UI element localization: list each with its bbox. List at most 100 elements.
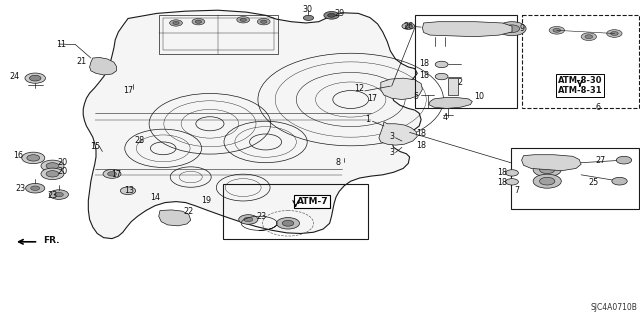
Text: 11: 11 xyxy=(56,40,66,48)
Circle shape xyxy=(25,73,45,83)
Circle shape xyxy=(237,17,250,23)
Text: 20: 20 xyxy=(58,158,68,167)
Bar xyxy=(159,15,278,54)
Text: 17: 17 xyxy=(111,170,122,179)
Circle shape xyxy=(46,163,59,169)
Text: 3: 3 xyxy=(389,132,394,141)
Text: SJC4A0710B: SJC4A0710B xyxy=(591,303,637,312)
Text: 10: 10 xyxy=(474,92,484,101)
Circle shape xyxy=(612,177,627,185)
Circle shape xyxy=(435,73,448,80)
Circle shape xyxy=(170,20,182,26)
Circle shape xyxy=(260,20,267,23)
Circle shape xyxy=(100,64,108,68)
Text: 6: 6 xyxy=(596,103,601,112)
Circle shape xyxy=(506,170,518,176)
Circle shape xyxy=(540,166,555,174)
Circle shape xyxy=(108,172,116,176)
Text: 9: 9 xyxy=(519,24,524,33)
Circle shape xyxy=(324,11,339,19)
Text: 2: 2 xyxy=(457,78,462,87)
Circle shape xyxy=(49,190,68,199)
Circle shape xyxy=(303,15,314,20)
Text: 18: 18 xyxy=(419,71,429,80)
Text: 22: 22 xyxy=(184,207,194,216)
Circle shape xyxy=(27,155,40,161)
Circle shape xyxy=(504,25,520,33)
Circle shape xyxy=(96,63,111,70)
Bar xyxy=(223,184,368,239)
Text: 14: 14 xyxy=(150,193,160,202)
Bar xyxy=(415,15,517,108)
Circle shape xyxy=(257,19,270,25)
Text: 15: 15 xyxy=(90,142,100,151)
Circle shape xyxy=(549,26,564,34)
Circle shape xyxy=(195,20,202,23)
Circle shape xyxy=(103,169,121,178)
Circle shape xyxy=(498,22,526,36)
Text: 12: 12 xyxy=(355,84,365,93)
Text: 21: 21 xyxy=(77,57,87,66)
Circle shape xyxy=(581,33,596,41)
Circle shape xyxy=(611,32,618,35)
Polygon shape xyxy=(159,210,191,226)
Circle shape xyxy=(402,23,415,29)
Text: 7: 7 xyxy=(515,186,520,195)
Circle shape xyxy=(585,35,593,39)
Text: 23: 23 xyxy=(256,212,266,221)
Polygon shape xyxy=(90,57,116,75)
Polygon shape xyxy=(381,78,422,100)
Circle shape xyxy=(244,217,253,222)
Polygon shape xyxy=(429,98,472,108)
Text: 24: 24 xyxy=(9,72,19,81)
Circle shape xyxy=(276,218,300,229)
Circle shape xyxy=(192,19,205,25)
Text: 18: 18 xyxy=(416,129,426,138)
Text: 8: 8 xyxy=(335,158,340,167)
Circle shape xyxy=(435,61,448,68)
Circle shape xyxy=(26,183,45,193)
Text: 4: 4 xyxy=(442,113,447,122)
Text: 18: 18 xyxy=(419,59,429,68)
Circle shape xyxy=(607,30,622,37)
Text: 19: 19 xyxy=(201,196,211,205)
Bar xyxy=(448,78,458,95)
Circle shape xyxy=(41,160,64,172)
Circle shape xyxy=(240,18,246,21)
Circle shape xyxy=(173,21,179,25)
Text: 28: 28 xyxy=(134,137,145,145)
Text: 25: 25 xyxy=(589,178,599,187)
Circle shape xyxy=(328,13,335,17)
Circle shape xyxy=(41,168,64,180)
Circle shape xyxy=(282,220,294,226)
Circle shape xyxy=(616,156,632,164)
Text: 20: 20 xyxy=(58,167,68,176)
Text: ATM-8-30
ATM-8-31: ATM-8-30 ATM-8-31 xyxy=(557,76,602,95)
Text: 29: 29 xyxy=(334,9,344,18)
Circle shape xyxy=(54,192,63,197)
Circle shape xyxy=(46,171,59,177)
Text: 18: 18 xyxy=(497,178,508,187)
Circle shape xyxy=(31,186,40,190)
Bar xyxy=(511,148,639,209)
Polygon shape xyxy=(379,122,417,145)
Text: 23: 23 xyxy=(47,191,58,200)
Text: 18: 18 xyxy=(416,141,426,150)
Circle shape xyxy=(533,163,561,177)
Text: 13: 13 xyxy=(124,186,134,195)
Text: 23: 23 xyxy=(15,184,26,193)
Text: 17: 17 xyxy=(367,94,378,103)
Bar xyxy=(163,18,274,50)
Circle shape xyxy=(533,174,561,188)
Circle shape xyxy=(405,25,412,28)
Text: FR.: FR. xyxy=(44,236,60,245)
Text: 1: 1 xyxy=(365,115,371,124)
Text: 26: 26 xyxy=(403,22,413,31)
Text: 5: 5 xyxy=(413,92,419,101)
Text: 3: 3 xyxy=(389,148,394,157)
Circle shape xyxy=(540,177,555,185)
Polygon shape xyxy=(83,10,421,239)
Text: 18: 18 xyxy=(497,168,508,177)
Circle shape xyxy=(29,75,41,81)
Circle shape xyxy=(553,28,561,32)
